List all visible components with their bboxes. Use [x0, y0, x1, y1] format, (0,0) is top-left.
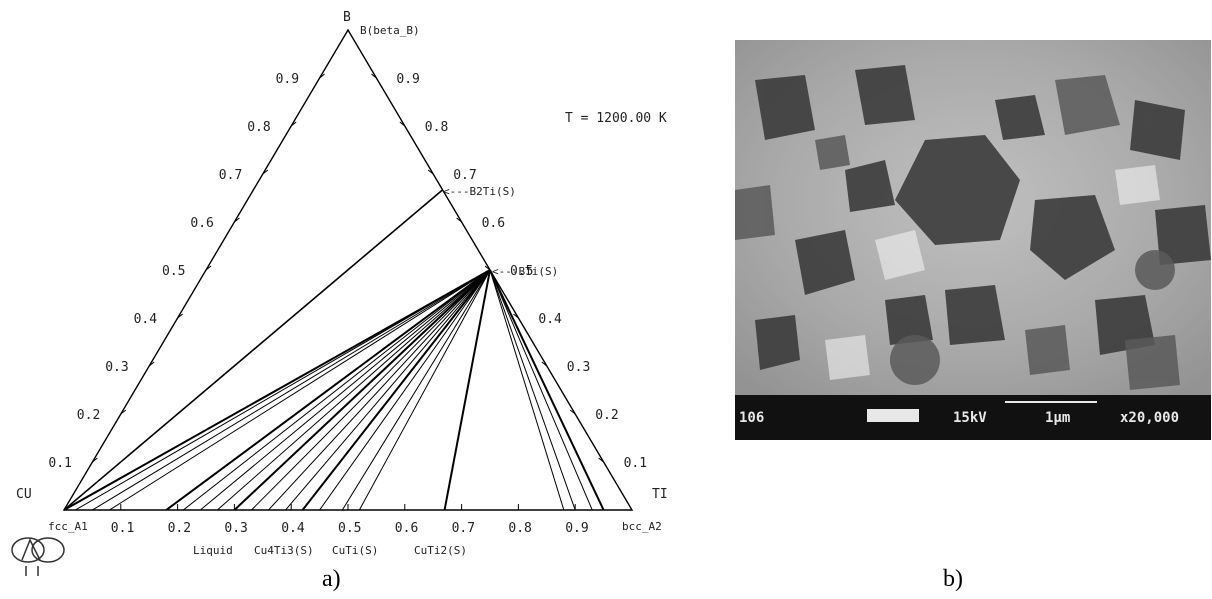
bottom-tick-label: 0.5 — [338, 521, 361, 536]
right-tick-label: 0.4 — [538, 312, 562, 327]
tie-line — [268, 269, 491, 511]
left-tick-labels: 0.9 0.8 0.7 0.6 0.5 0.4 0.3 0.2 0.1 — [48, 72, 299, 471]
tie-lines — [63, 189, 605, 511]
tie-line — [251, 269, 491, 511]
tie-line — [200, 269, 491, 511]
axis-tick — [484, 265, 491, 271]
axis-tick — [177, 313, 183, 319]
left-tick-label: 0.3 — [105, 360, 128, 375]
caption-a: a) — [322, 566, 341, 592]
axis-tick — [120, 409, 127, 415]
caption-b: b) — [943, 566, 963, 592]
temperature-label: T = 1200.00 K — [565, 111, 667, 126]
tie-line — [358, 269, 491, 511]
tie-line — [489, 269, 605, 511]
right-tick-label: 0.3 — [567, 360, 590, 375]
right-tick-label: 0.7 — [453, 168, 476, 183]
left-phase-label: fcc_A1 — [48, 520, 88, 533]
bottom-phase-cu4ti3: Cu4Ti3(S) — [254, 544, 314, 557]
axis-tick — [371, 73, 377, 79]
bti-label: <---BTi(S) — [492, 265, 558, 278]
top-phase-label: B(beta_B) — [360, 24, 420, 37]
right-tick-label: 0.9 — [396, 72, 419, 87]
left-tick-label: 0.6 — [190, 216, 213, 231]
tie-line — [443, 269, 491, 511]
corner-label-b: B — [343, 10, 351, 25]
bottom-tick-label: 0.9 — [565, 521, 588, 536]
bottom-phase-cuti: CuTi(S) — [332, 544, 378, 557]
sem-id: 106 — [739, 410, 764, 426]
left-tick-label: 0.7 — [219, 168, 242, 183]
bottom-tick-label: 0.2 — [168, 521, 191, 536]
bottom-tick-label: 0.7 — [452, 521, 475, 536]
axis-tick — [541, 361, 548, 367]
software-logo-icon — [11, 537, 65, 576]
bottom-tick-label: 0.1 — [111, 521, 134, 536]
sem-micrograph: 106 15kV 1μm x20,000 — [735, 40, 1211, 440]
axis-tick — [290, 121, 297, 127]
right-tick-label: 0.5 — [510, 264, 533, 279]
tie-line — [489, 269, 593, 511]
axis-tick — [262, 169, 269, 175]
bottom-tick-labels: 0.1 0.2 0.3 0.4 0.5 0.6 0.7 0.8 0.9 — [111, 521, 589, 536]
tie-line — [301, 269, 491, 511]
tie-line — [92, 269, 491, 511]
right-tick-label: 0.6 — [482, 216, 505, 231]
tie-line — [63, 269, 491, 511]
tie-line — [165, 269, 491, 511]
tie-line — [489, 269, 565, 511]
sem-scale-block — [867, 409, 919, 422]
right-phase-label: bcc_A2 — [622, 520, 662, 533]
right-tick-label: 0.2 — [595, 408, 618, 423]
left-tick-label: 0.5 — [162, 264, 185, 279]
axis-tick — [569, 409, 576, 415]
tie-line — [75, 269, 491, 511]
axis-tick — [205, 265, 212, 271]
left-tick-label: 0.1 — [48, 456, 71, 471]
sem-voltage: 15kV — [953, 410, 987, 426]
corner-label-cu: CU — [16, 487, 32, 502]
tie-line-b2ti — [63, 189, 444, 511]
axis-tick — [513, 313, 519, 319]
tie-line — [182, 269, 491, 511]
tie-line — [341, 269, 491, 511]
tie-line — [233, 269, 491, 511]
right-tick-label: 0.1 — [624, 456, 647, 471]
left-tick-label: 0.4 — [134, 312, 158, 327]
axis-tick — [234, 217, 240, 223]
axis-tick — [598, 457, 604, 463]
sem-image: 106 15kV 1μm x20,000 — [735, 40, 1211, 440]
right-tick-label: 0.8 — [425, 120, 448, 135]
tie-line — [319, 269, 491, 511]
axis-tick — [92, 457, 98, 463]
tie-line — [217, 269, 491, 511]
left-tick-label: 0.9 — [276, 72, 299, 87]
ternary-diagram: B B(beta_B) T = 1200.00 K CU TI fcc_A1 b… — [11, 10, 668, 576]
bottom-tick-label: 0.6 — [395, 521, 418, 536]
axis-tick — [148, 361, 155, 367]
axis-tick — [399, 121, 406, 127]
left-tick-label: 0.2 — [77, 408, 100, 423]
bottom-tick-label: 0.8 — [508, 521, 531, 536]
right-tick-labels: 0.9 0.8 0.7 0.6 0.5 0.4 0.3 0.2 0.1 — [396, 72, 647, 471]
sem-magnification: x20,000 — [1120, 410, 1179, 426]
sem-scale-label: 1μm — [1045, 410, 1070, 426]
tie-line — [285, 269, 491, 511]
axis-tick — [456, 217, 462, 223]
axis-tick — [319, 73, 325, 79]
corner-label-ti: TI — [652, 487, 668, 502]
bottom-phase-liquid: Liquid — [193, 544, 233, 557]
bottom-tick-label: 0.4 — [281, 521, 305, 536]
sem-info-bar — [735, 395, 1211, 440]
left-tick-label: 0.8 — [247, 120, 270, 135]
tie-line — [489, 269, 576, 511]
b2ti-label: <---B2Ti(S) — [443, 185, 516, 198]
axis-tick — [427, 169, 434, 175]
tie-line — [109, 269, 491, 511]
bottom-phase-cuti2: CuTi2(S) — [414, 544, 467, 557]
bottom-tick-label: 0.3 — [224, 521, 247, 536]
axis-ticks — [92, 73, 604, 510]
